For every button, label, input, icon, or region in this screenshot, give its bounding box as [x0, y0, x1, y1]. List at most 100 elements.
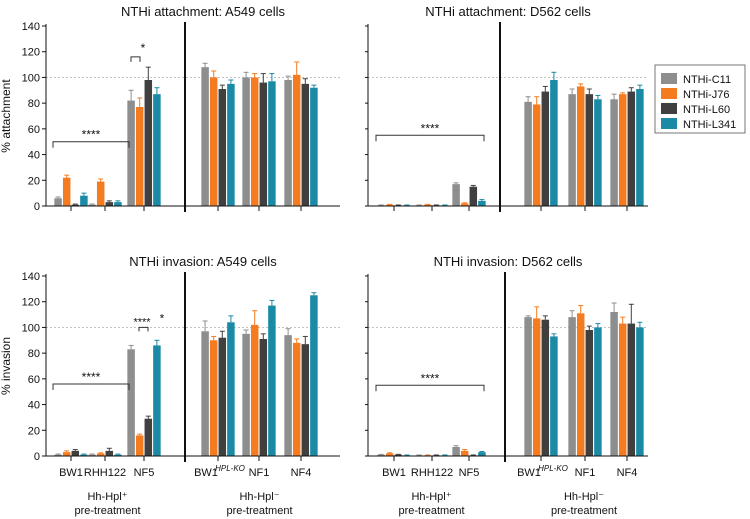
bar-nthi-l341-bw1-hpl-ko: [550, 80, 558, 206]
legend-swatch-nthi-c11: [661, 73, 677, 84]
pretreatment-group-label: Hh-Hpl⁺: [411, 491, 451, 503]
bar-nthi-l341-nf5: [478, 452, 486, 456]
bar-nthi-c11-nf1: [242, 77, 250, 206]
bar-nthi-j76-bw1: [62, 177, 71, 206]
bar-nthi-l341-nf4: [636, 327, 644, 456]
bar-nthi-c11-bw1: [377, 454, 385, 456]
bar-nthi-j76-nf1: [576, 86, 585, 206]
bar-nthi-l341-nf5: [478, 200, 486, 206]
bar-nthi-l60-nf4: [301, 344, 310, 456]
pretreatment-group-label: Hh-Hpl⁻: [564, 491, 604, 503]
x-tick-label: BW1: [59, 467, 83, 479]
bar-nthi-c11-nf1: [568, 317, 576, 456]
y-tick-label: 60: [28, 374, 40, 386]
x-tick-superscript: HPL-KO: [538, 464, 568, 473]
y-axis-label: % attachment: [0, 79, 13, 153]
x-tick-label: BW1: [517, 467, 541, 479]
bar-nthi-c11-nf1: [568, 94, 576, 206]
bar-nthi-l341-nf4: [636, 89, 644, 206]
x-tick-label: RHH122: [84, 467, 126, 479]
bar-nthi-j76-bw1-hpl-ko: [209, 77, 218, 206]
bar-nthi-l60-nf5: [144, 418, 153, 456]
significance-bracket: [52, 141, 130, 148]
x-tick-label: NF4: [291, 467, 312, 479]
bar-nthi-j76-rhh122: [423, 204, 432, 206]
bar-nthi-c11-rhh122: [88, 454, 96, 456]
bar-nthi-l341-bw1: [80, 454, 88, 456]
significance-bracket: [52, 383, 130, 390]
significance-bracket: [375, 134, 485, 142]
bar-nthi-c11-bw1-hpl-ko: [524, 317, 532, 456]
bar-nthi-j76-nf4: [618, 94, 627, 206]
bar-nthi-c11-bw1-hpl-ko: [201, 331, 209, 456]
bar-nthi-c11-nf4: [284, 80, 292, 206]
bar-nthi-j76-nf5: [460, 450, 469, 456]
bar-nthi-c11-nf4: [610, 99, 618, 206]
bar-nthi-l60-rhh122: [105, 450, 114, 456]
x-tick-label: NF5: [459, 467, 480, 479]
x-tick-label: NF1: [249, 467, 270, 479]
bar-nthi-l60-nf4: [301, 83, 310, 206]
bar-nthi-l60-bw1-hpl-ko: [218, 89, 227, 206]
bar-nthi-j76-nf5: [460, 203, 469, 206]
bar-nthi-j76-bw1-hpl-ko: [532, 104, 541, 206]
pretreatment-group-label-sub: pre-treatment: [398, 505, 464, 517]
bar-nthi-l60-bw1-hpl-ko: [541, 91, 550, 206]
bar-nthi-l60-nf1: [585, 330, 594, 456]
panel-title: NTHi invasion: A549 cells: [129, 254, 277, 269]
significance-stars: ****: [82, 370, 101, 384]
bar-nthi-j76-nf1: [250, 324, 259, 456]
legend-swatch-nthi-l341: [661, 118, 677, 129]
bar-nthi-l341-nf5: [153, 345, 161, 456]
bar-nthi-c11-rhh122: [88, 204, 96, 206]
significance-bracket: [375, 384, 485, 392]
bar-nthi-c11-bw1-hpl-ko: [524, 101, 532, 206]
x-tick-label: RHH122: [411, 467, 453, 479]
bar-nthi-l60-nf5: [469, 186, 478, 206]
pretreatment-group-label: Hh-Hpl⁺: [87, 491, 127, 503]
bar-nthi-l60-nf4: [627, 91, 636, 206]
bar-nthi-j76-rhh122: [96, 181, 105, 206]
significance-stars: ****: [133, 316, 151, 328]
significance-bracket: [130, 56, 141, 62]
x-tick-superscript: HPL-KO: [215, 464, 245, 473]
bar-nthi-c11-nf5: [127, 349, 135, 456]
y-tick-label: 60: [28, 124, 40, 136]
x-tick-label: NF5: [134, 467, 155, 479]
bar-nthi-c11-nf4: [610, 312, 618, 456]
y-tick-label: 80: [28, 348, 40, 360]
bar-nthi-j76-nf4: [292, 74, 301, 206]
bar-nthi-c11-nf1: [242, 333, 250, 456]
bar-nthi-l60-nf1: [259, 339, 268, 456]
pretreatment-group-label: Hh-Hpl⁻: [239, 491, 279, 503]
pretreatment-group-label-sub: pre-treatment: [226, 505, 292, 517]
bar-nthi-l341-nf4: [310, 87, 318, 206]
panel-title: NTHi invasion: D562 cells: [434, 254, 583, 269]
bar-nthi-j76-nf4: [292, 342, 301, 456]
significance-star: *: [141, 41, 146, 55]
bar-nthi-l60-bw1-hpl-ko: [541, 319, 550, 456]
bar-nthi-l60-nf1: [259, 82, 268, 206]
x-tick-label: BW1: [382, 467, 406, 479]
pretreatment-group-label-sub: pre-treatment: [551, 505, 617, 517]
y-axis-label: % invasion: [0, 337, 13, 395]
legend-label: NTHi-J76: [683, 89, 729, 101]
x-tick-label: NF1: [575, 467, 596, 479]
bar-nthi-j76-bw1: [62, 452, 71, 456]
y-tick-label: 80: [28, 98, 40, 110]
y-tick-label: 120: [22, 47, 40, 59]
bar-nthi-j76-bw1: [385, 453, 394, 456]
bar-nthi-l341-nf1: [594, 327, 602, 456]
bar-nthi-c11-nf5: [127, 100, 135, 206]
x-tick-label: BW1: [194, 467, 218, 479]
bar-nthi-l341-nf1: [268, 81, 276, 206]
y-tick-label: 140: [22, 21, 40, 33]
bar-nthi-j76-bw1: [385, 204, 394, 206]
significance-bracket: [138, 326, 149, 332]
bar-nthi-j76-bw1-hpl-ko: [209, 340, 218, 456]
significance-star: *: [160, 311, 165, 325]
y-tick-label: 140: [22, 271, 40, 283]
bar-nthi-l341-bw1-hpl-ko: [227, 322, 235, 456]
x-tick-label: NF4: [617, 467, 638, 479]
